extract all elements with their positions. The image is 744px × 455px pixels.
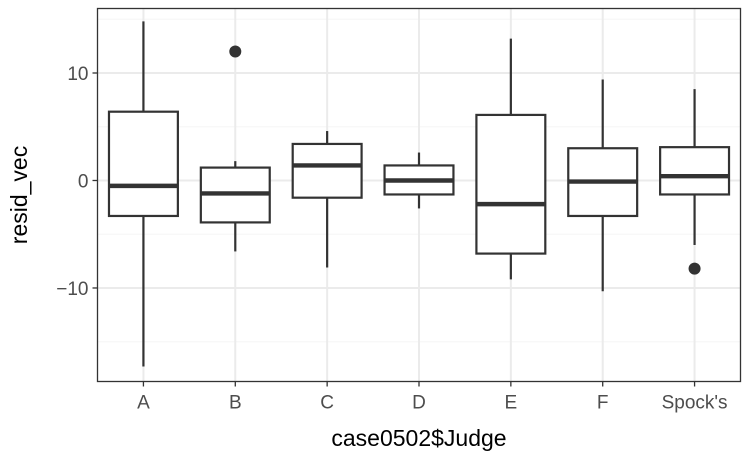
y-tick-label: 0 [78, 171, 89, 192]
y-axis-title: resid_vec [6, 146, 32, 244]
box-d [383, 152, 455, 209]
y-tick-label: −10 [56, 279, 88, 300]
box-f [567, 79, 639, 292]
axis-layer: 10 0 −10 A B C D E F Spock's [56, 64, 727, 414]
y-tick-label: 10 [67, 64, 88, 85]
box-a [107, 21, 179, 367]
x-tick-label: E [505, 393, 518, 414]
outlier-point [688, 262, 701, 275]
box-iqr [107, 110, 179, 218]
x-tick-label: Spock's [662, 393, 728, 414]
box-iqr [291, 142, 363, 199]
x-tick-label: D [412, 393, 426, 414]
box-e [475, 38, 547, 280]
x-axis-title: case0502$Judge [331, 425, 506, 451]
x-tick-label: B [229, 393, 242, 414]
box-layer [107, 21, 731, 367]
x-tick-label: A [137, 393, 150, 414]
box-iqr [659, 146, 731, 196]
box-spocks [659, 89, 731, 275]
box-c [291, 131, 363, 268]
x-tick-label: F [597, 393, 609, 414]
outlier-point [229, 45, 242, 58]
x-tick-label: C [320, 393, 334, 414]
box-b [199, 45, 271, 252]
box-iqr [475, 113, 547, 255]
